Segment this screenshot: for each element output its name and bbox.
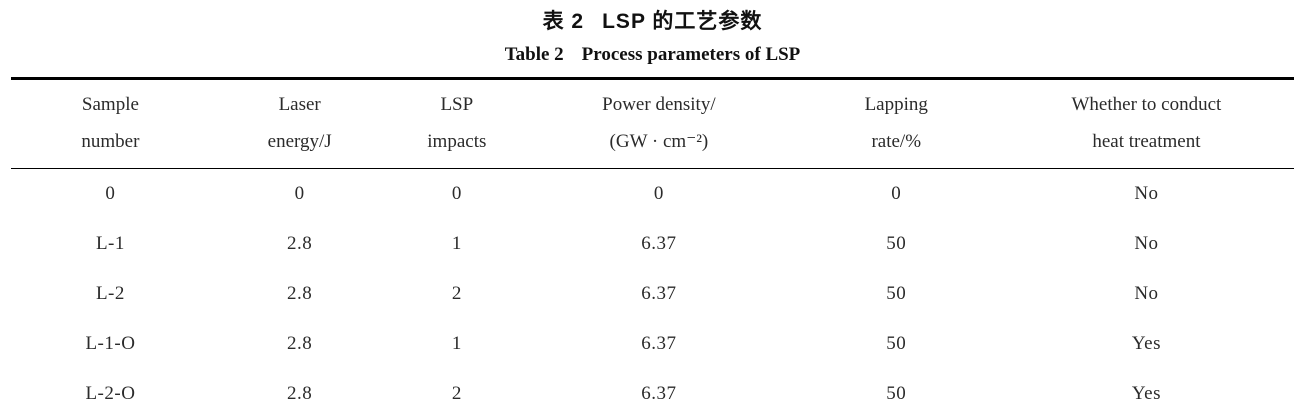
- table-cell: 6.37: [641, 283, 677, 304]
- table-cell: No: [1134, 283, 1159, 304]
- column-header-line: heat treatment: [1092, 131, 1201, 152]
- column-header-laser-energy: Laser energy/J: [210, 79, 390, 169]
- table-cell: Yes: [1131, 383, 1161, 404]
- table-cell: 0: [294, 183, 305, 204]
- column-header-lsp-impacts: LSP impacts: [389, 79, 524, 169]
- table-title-chinese-text: LSP 的工艺参数: [602, 10, 763, 33]
- column-header-line: Lapping: [864, 94, 928, 115]
- column-header-line: (GW · cm⁻²): [609, 131, 709, 152]
- table-cell: No: [1134, 183, 1159, 204]
- table-cell: 2.8: [287, 383, 313, 404]
- table-cell: L-1: [95, 233, 125, 254]
- table-cell: L-2-O: [85, 383, 136, 404]
- table-cell: 50: [886, 333, 907, 354]
- table-title-english-label: Table 2: [504, 44, 564, 65]
- table-cell: 6.37: [641, 383, 677, 404]
- table-header: Sample number Laser energy/J LSP impacts Power…: [11, 79, 1294, 169]
- table-row: L-1 2.8 1 6.37 50 No: [11, 219, 1294, 269]
- table-title-chinese-label: 表 2: [542, 10, 585, 33]
- table-row: L-1-O 2.8 1 6.37 50 Yes: [11, 319, 1294, 369]
- column-header-line: Laser: [278, 94, 321, 115]
- table-cell: L-2: [95, 283, 125, 304]
- table-cell: No: [1134, 233, 1159, 254]
- table-cell: 2: [451, 383, 462, 404]
- table-cell: 0: [653, 183, 664, 204]
- column-header-line: LSP: [440, 94, 474, 115]
- column-header-power-density: Power density/ (GW · cm⁻²): [524, 79, 793, 169]
- table-cell: 2.8: [287, 333, 313, 354]
- table-cell: 50: [886, 283, 907, 304]
- table-cell: 2: [451, 283, 462, 304]
- column-header-line: Whether to conduct: [1071, 94, 1222, 115]
- column-header-line: number: [81, 131, 140, 152]
- table-cell: 50: [886, 383, 907, 404]
- column-header-line: impacts: [427, 131, 487, 152]
- table-row: 0 0 0 0 0 No: [11, 169, 1294, 220]
- table-cell: 0: [451, 183, 462, 204]
- column-header-line: rate/%: [871, 131, 922, 152]
- column-header-lapping-rate: Lapping rate/%: [794, 79, 999, 169]
- header-row: Sample number Laser energy/J LSP impacts Power…: [11, 79, 1294, 169]
- table-cell: 6.37: [641, 233, 677, 254]
- table-cell: 50: [886, 233, 907, 254]
- table-cell: 6.37: [641, 333, 677, 354]
- table-title-english-text: Process parameters of LSP: [581, 44, 801, 65]
- table-cell: 0: [891, 183, 902, 204]
- table-body: 0 0 0 0 0 No L-1 2.8 1 6.37 50 No L-2 2.8 2 6.37 50 No L-1…: [11, 169, 1294, 413]
- table-title-chinese: 表 2 LSP 的工艺参数: [0, 5, 1305, 35]
- table-title-english: Table 2 Process parameters of LSP: [0, 44, 1305, 66]
- column-header-heat-treatment: Whether to conduct heat treatment: [999, 79, 1294, 169]
- table-cell: 1: [451, 233, 462, 254]
- table-row: L-2 2.8 2 6.37 50 No: [11, 269, 1294, 319]
- table-cell: 0: [105, 183, 116, 204]
- process-parameters-table: Sample number Laser energy/J LSP impacts Power…: [11, 77, 1294, 413]
- column-header-sample-number: Sample number: [11, 79, 210, 169]
- table-cell: 2.8: [287, 283, 313, 304]
- column-header-line: Sample: [81, 94, 139, 115]
- table-cell: 2.8: [287, 233, 313, 254]
- table-row: L-2-O 2.8 2 6.37 50 Yes: [11, 369, 1294, 413]
- column-header-line: energy/J: [267, 131, 332, 152]
- table-cell: Yes: [1131, 333, 1161, 354]
- table-cell: L-1-O: [85, 333, 136, 354]
- column-header-line: Power density/: [602, 94, 716, 115]
- table-cell: 1: [451, 333, 462, 354]
